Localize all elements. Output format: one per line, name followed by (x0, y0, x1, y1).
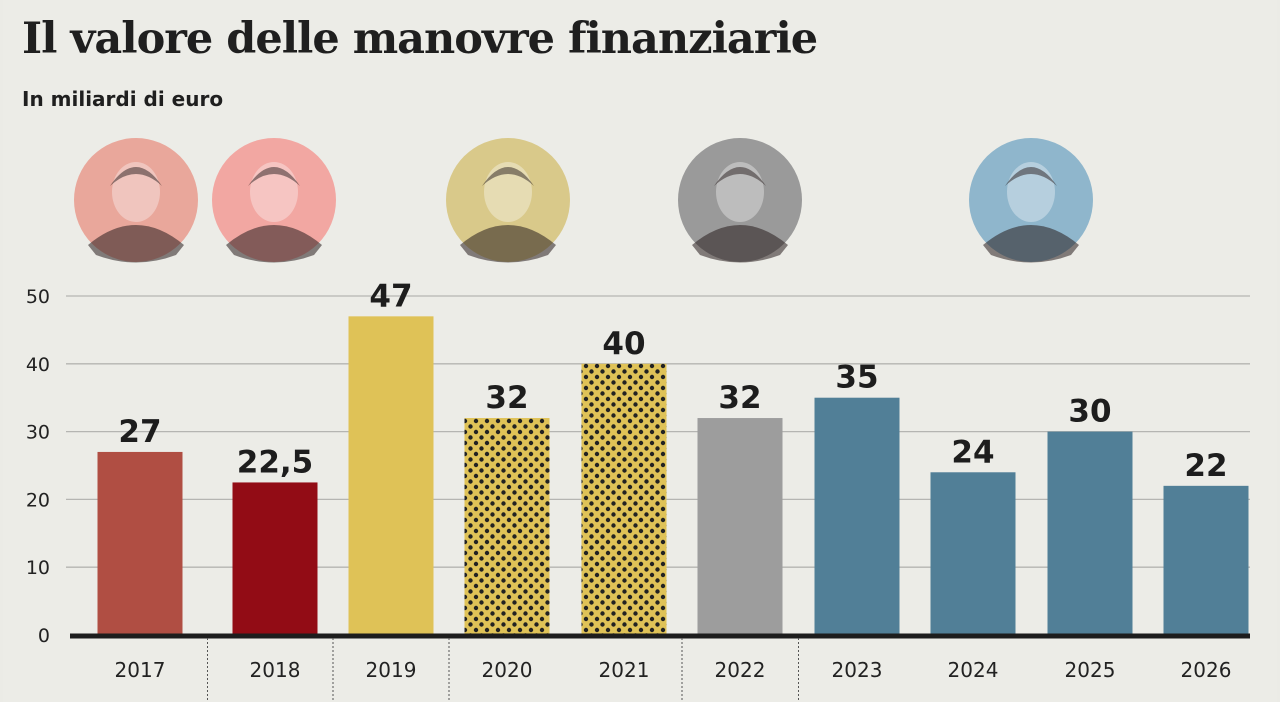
bar-2025 (1047, 431, 1133, 635)
x-tick-label: 2025 (1065, 658, 1116, 682)
portrait-face (716, 162, 764, 222)
portrait-face (112, 162, 160, 222)
y-tick-label: 40 (26, 354, 50, 376)
y-tick-label: 50 (26, 286, 50, 308)
data-label: 22 (1184, 448, 1227, 484)
data-label: 40 (602, 326, 645, 362)
portrait-body (983, 225, 1079, 263)
portrait-hair (1005, 167, 1057, 186)
x-tick-label: 2021 (599, 658, 650, 682)
x-tick-label: 2026 (1181, 658, 1232, 682)
data-label: 35 (835, 360, 878, 396)
y-tick-label: 20 (26, 489, 50, 511)
data-label: 32 (718, 380, 761, 416)
portrait-body (460, 225, 556, 263)
x-tick-label: 2022 (715, 658, 766, 682)
bar-2023 (814, 397, 900, 635)
bar-2020 (464, 418, 550, 635)
portrait-photo (446, 138, 570, 262)
data-label: 27 (118, 414, 161, 450)
portrait-face (250, 162, 298, 222)
y-tick-label: 10 (26, 557, 50, 579)
x-tick-label: 2019 (366, 658, 417, 682)
chart-subtitle: In miliardi di euro (22, 87, 224, 111)
portrait-hair (714, 167, 766, 186)
portrait-face (484, 162, 532, 222)
data-label: 30 (1068, 394, 1111, 430)
x-tick-label: 2017 (115, 658, 166, 682)
x-tick-label: 2020 (482, 658, 533, 682)
chart-title: Il valore delle manovre finanziarie (22, 14, 818, 64)
bar-2018 (232, 482, 318, 635)
bar-2024 (930, 472, 1016, 635)
bar-2019 (348, 316, 434, 635)
y-tick-label: 30 (26, 422, 50, 444)
portrait-hair (248, 167, 300, 186)
portrait-photo (969, 138, 1093, 262)
data-label: 24 (951, 434, 994, 470)
portrait-photo (212, 138, 336, 262)
data-label: 32 (485, 380, 528, 416)
portrait-body (88, 225, 184, 263)
bar-2017 (97, 451, 183, 635)
bar-2026 (1163, 485, 1249, 635)
x-tick-label: 2023 (832, 658, 883, 682)
data-label: 47 (369, 278, 412, 314)
bar-2022 (697, 418, 783, 635)
bar-2021 (581, 363, 667, 635)
portrait-hair (482, 167, 534, 186)
portrait-hair (110, 167, 162, 186)
portrait-body (692, 225, 788, 263)
portrait-face (1007, 162, 1055, 222)
data-label: 22,5 (237, 444, 314, 480)
x-tick-label: 2018 (250, 658, 301, 682)
portrait-photo (74, 138, 198, 262)
x-tick-label: 2024 (948, 658, 999, 682)
y-tick-label: 0 (38, 625, 50, 647)
portrait-photo (678, 138, 802, 262)
portrait-body (226, 225, 322, 263)
